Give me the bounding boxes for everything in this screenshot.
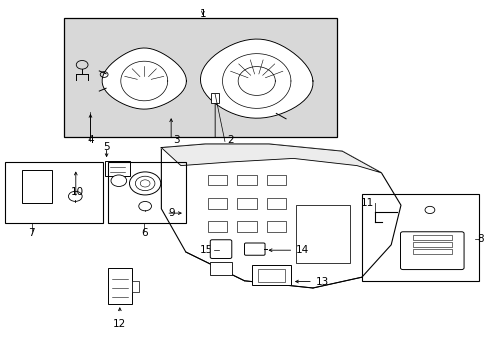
Text: 2: 2 — [227, 135, 234, 145]
Bar — [295, 205, 349, 263]
Bar — [207, 175, 227, 185]
Bar — [132, 281, 139, 292]
Bar — [21, 170, 52, 203]
Bar — [361, 194, 478, 281]
Text: 6: 6 — [141, 228, 147, 238]
Polygon shape — [161, 144, 381, 173]
Text: 12: 12 — [113, 319, 126, 329]
Bar — [210, 262, 231, 275]
Bar — [107, 268, 132, 304]
Bar — [251, 265, 290, 285]
Bar — [257, 269, 285, 282]
Bar — [211, 93, 219, 103]
Text: 7: 7 — [28, 228, 35, 238]
Bar — [107, 162, 185, 223]
Bar — [412, 242, 451, 247]
Bar — [105, 161, 129, 176]
Bar — [266, 198, 285, 209]
Text: 4: 4 — [87, 135, 94, 145]
Text: 3: 3 — [173, 135, 180, 145]
Bar — [412, 235, 451, 240]
FancyBboxPatch shape — [244, 243, 264, 255]
Bar — [266, 221, 285, 232]
Bar — [266, 175, 285, 185]
Bar — [237, 198, 256, 209]
Text: 11: 11 — [360, 198, 373, 208]
Bar — [237, 221, 256, 232]
Bar — [207, 198, 227, 209]
Bar — [63, 18, 337, 137]
Bar — [207, 221, 227, 232]
Text: 15: 15 — [199, 245, 212, 255]
Polygon shape — [200, 39, 312, 118]
Polygon shape — [102, 48, 186, 109]
Text: 13: 13 — [315, 276, 328, 287]
FancyBboxPatch shape — [400, 232, 463, 270]
Bar — [237, 175, 256, 185]
FancyBboxPatch shape — [210, 240, 231, 258]
Text: 1: 1 — [199, 9, 206, 19]
Text: 8: 8 — [476, 234, 483, 244]
Bar — [412, 249, 451, 255]
Text: 14: 14 — [295, 245, 308, 255]
Circle shape — [111, 175, 126, 186]
Bar — [5, 162, 102, 223]
Text: 10: 10 — [71, 186, 84, 197]
Text: 9: 9 — [168, 208, 175, 218]
Text: 5: 5 — [103, 142, 110, 152]
Polygon shape — [161, 144, 400, 288]
